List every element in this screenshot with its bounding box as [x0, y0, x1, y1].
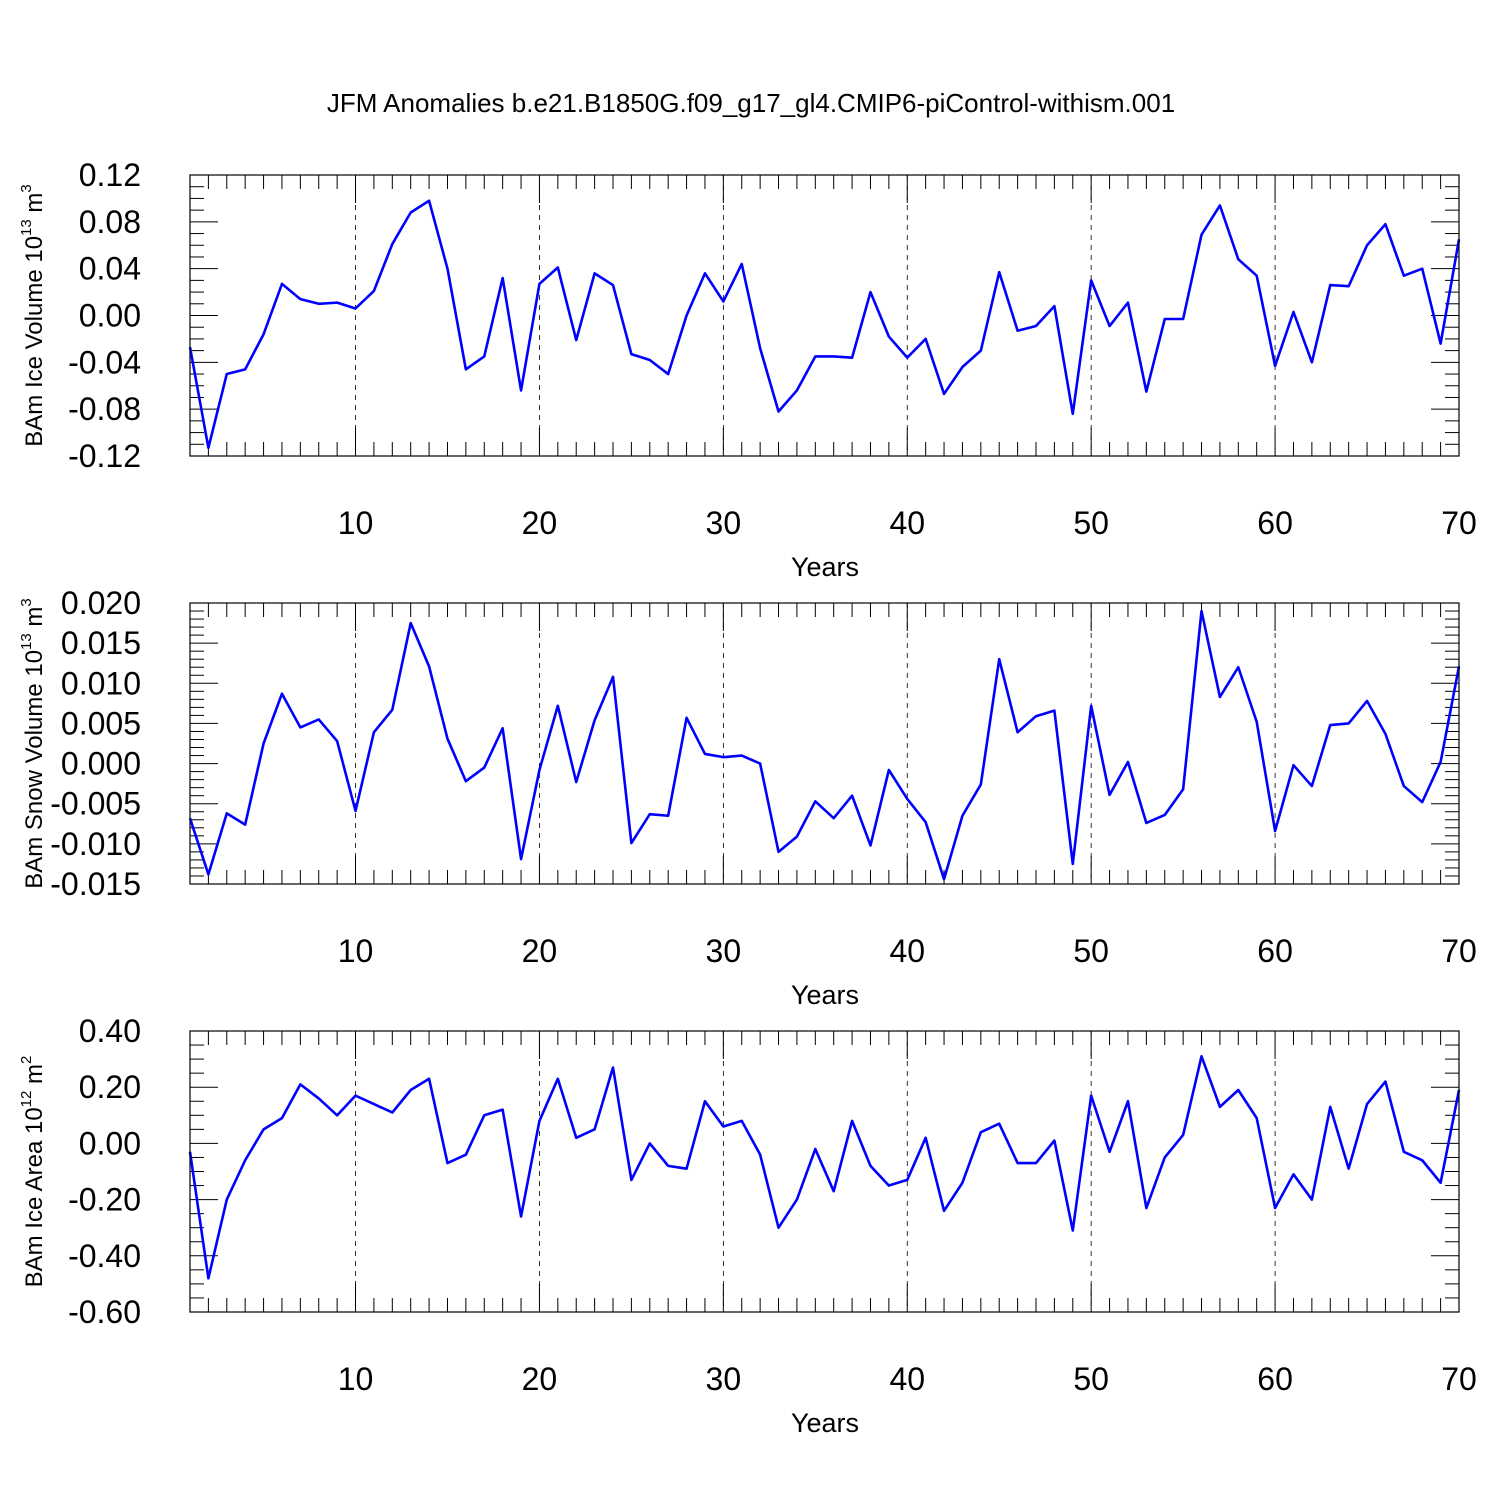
y-tick-label: 0.12 [79, 157, 141, 193]
y-tick-label: 0.20 [79, 1069, 141, 1105]
x-tick-label: 70 [1441, 933, 1477, 969]
x-tick-label: 70 [1441, 505, 1477, 541]
x-axis-label: Years [791, 980, 859, 1010]
x-tick-label: 40 [889, 1361, 925, 1397]
x-tick-label: 60 [1257, 933, 1293, 969]
x-tick-label: 10 [338, 933, 374, 969]
plot-frame [189, 602, 1460, 885]
panel-ice-volume: -0.12 -0.08 -0.04 0.00 0.04 0.08 0.12 10 20 30 40 5… [18, 157, 1477, 582]
y-tick-label: 0.08 [79, 204, 141, 240]
y-axis-label-text: BAm Snow Volume 10 [21, 650, 48, 889]
y-axis-label-unit: m [21, 607, 48, 634]
y-axis-label-exponent: 13 [18, 219, 35, 236]
y-axis-label-exponent: 13 [18, 633, 35, 650]
y-axis-label-text: BAm Ice Area 10 [21, 1107, 48, 1287]
x-tick-label: 40 [889, 505, 925, 541]
y-tick-label: 0.020 [61, 585, 141, 621]
series-line-ice-area [188, 1054, 1461, 1280]
y-tick-label: -0.12 [68, 438, 141, 474]
panel-snow-volume: -0.015 -0.010 -0.005 0.000 0.005 0.010 0.015 0.… [18, 585, 1477, 1010]
x-tick-label: 20 [522, 933, 558, 969]
y-tick-label: -0.015 [50, 866, 141, 902]
x-tick-label: 50 [1073, 933, 1109, 969]
x-tick-label: 70 [1441, 1361, 1477, 1397]
y-tick-label: 0.000 [61, 746, 141, 782]
x-tick-label: 60 [1257, 1361, 1293, 1397]
y-tick-label: 0.00 [79, 298, 141, 334]
x-tick-label: 30 [706, 1361, 742, 1397]
x-tick-label: 50 [1073, 1361, 1109, 1397]
x-tick-label: 60 [1257, 505, 1293, 541]
x-tick-label: 20 [522, 1361, 558, 1397]
y-tick-label: -0.005 [50, 786, 141, 822]
y-tick-label: -0.04 [68, 344, 141, 380]
y-tick-label: 0.010 [61, 665, 141, 701]
plot-frame [189, 1030, 1460, 1313]
x-tick-label: 20 [522, 505, 558, 541]
y-axis-label-unit-exponent: 2 [18, 1056, 35, 1064]
y-axis-label: BAm Ice Area 1012 m2 [18, 1056, 48, 1288]
x-tick-label: 10 [338, 505, 374, 541]
y-tick-label: 0.40 [79, 1013, 141, 1049]
y-tick-label: 0.04 [79, 251, 141, 287]
y-tick-label: -0.20 [68, 1182, 141, 1218]
x-tick-label: 30 [706, 505, 742, 541]
y-tick-label: -0.40 [68, 1238, 141, 1274]
x-tick-label: 50 [1073, 505, 1109, 541]
chart-panels: -0.12 -0.08 -0.04 0.00 0.04 0.08 0.12 10 20 30 40 5… [18, 157, 1477, 1438]
y-tick-label: -0.08 [68, 391, 141, 427]
x-tick-label: 40 [889, 933, 925, 969]
y-tick-label: -0.010 [50, 826, 141, 862]
y-axis-label-text: BAm Ice Volume 10 [21, 236, 48, 447]
y-tick-label: 0.00 [79, 1125, 141, 1161]
panel-ice-area: -0.60 -0.40 -0.20 0.00 0.20 0.40 10 20 30 40 50 60 7… [18, 1013, 1477, 1438]
y-axis-label-unit-exponent: 3 [18, 598, 35, 606]
series-line-ice-volume [188, 199, 1461, 450]
y-axis-label: BAm Ice Volume 1013 m3 [18, 184, 48, 446]
x-axis-label: Years [791, 552, 859, 582]
x-tick-label: 30 [706, 933, 742, 969]
x-axis-label: Years [791, 1408, 859, 1438]
y-axis-label-unit-exponent: 3 [18, 184, 35, 192]
plot-frame [189, 174, 1460, 457]
y-axis-label-unit: m [21, 1064, 48, 1091]
y-tick-label: 0.015 [61, 625, 141, 661]
y-axis-label-exponent: 12 [18, 1091, 35, 1108]
y-axis-label-unit: m [21, 193, 48, 220]
chart-title: JFM Anomalies b.e21.B1850G.f09_g17_gl4.C… [327, 88, 1175, 118]
y-axis-label: BAm Snow Volume 1013 m3 [18, 598, 48, 889]
series-line-snow-volume [188, 609, 1461, 881]
y-tick-label: 0.005 [61, 705, 141, 741]
y-tick-label: -0.60 [68, 1294, 141, 1330]
x-tick-label: 10 [338, 1361, 374, 1397]
